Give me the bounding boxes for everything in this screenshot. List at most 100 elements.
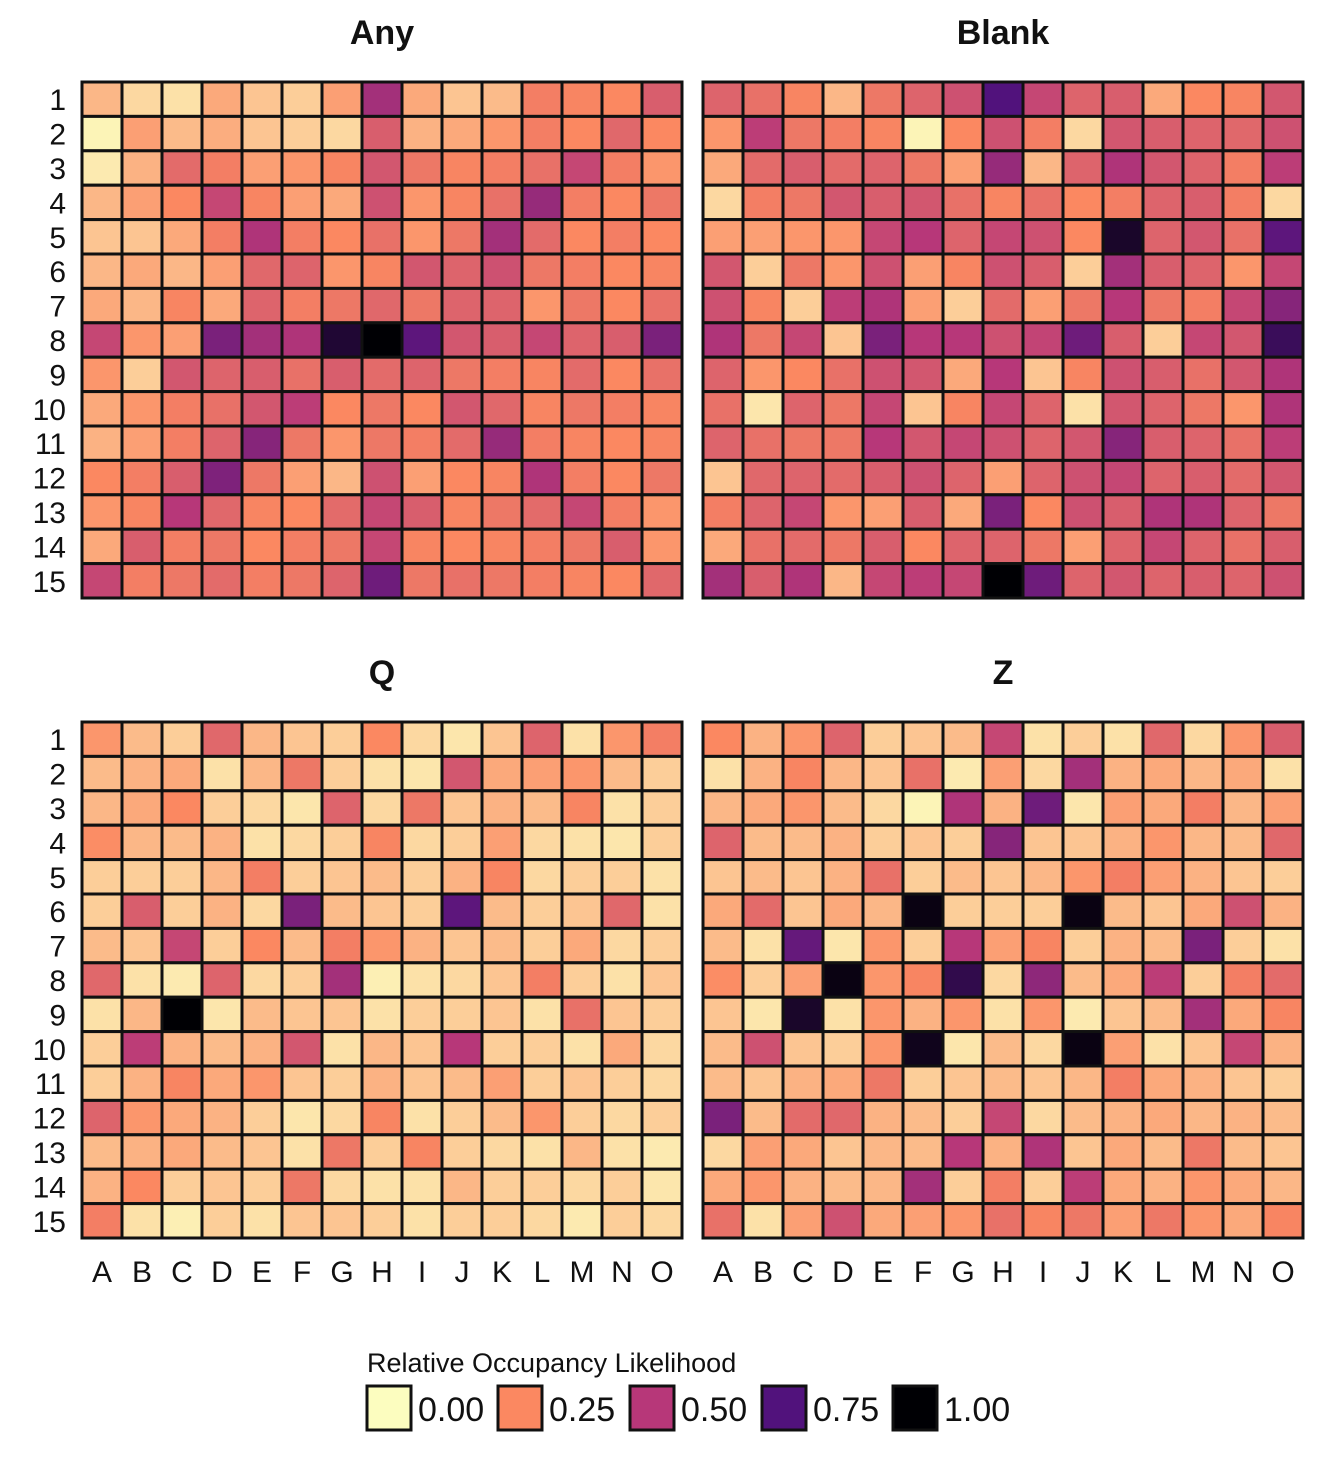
heatmap-cell [280, 390, 324, 428]
heatmap-cell [160, 789, 204, 827]
heatmap-cell [160, 1030, 204, 1068]
heatmap-cell [240, 458, 284, 497]
heatmap-cell [741, 527, 785, 566]
heatmap-cell [781, 995, 825, 1034]
heatmap-cell [120, 286, 164, 325]
heatmap-cell [440, 424, 484, 462]
heatmap-cell [280, 355, 324, 394]
column-tick-label: L [534, 1256, 551, 1289]
row-tick-label: 4 [49, 187, 66, 220]
heatmap-cell [640, 355, 684, 394]
heatmap-cell [640, 493, 684, 531]
heatmap-cell [821, 80, 865, 118]
heatmap-cell [320, 823, 364, 862]
heatmap-cell [941, 892, 985, 930]
heatmap-cell [160, 458, 204, 497]
heatmap-cell [1181, 252, 1225, 290]
heatmap-cell [941, 114, 985, 153]
heatmap-cell [861, 858, 905, 896]
heatmap-cell [701, 390, 745, 428]
heatmap-cell [520, 80, 564, 118]
heatmap-cell [280, 1064, 324, 1102]
row-tick-label: 2 [49, 119, 66, 152]
heatmap-cell [981, 926, 1025, 965]
heatmap-cell [400, 892, 444, 930]
heatmap-cell [941, 926, 985, 965]
heatmap-cell [440, 562, 484, 600]
heatmap-cell [600, 754, 644, 793]
heatmap-cell [480, 789, 524, 827]
heatmap-cell [360, 823, 404, 862]
heatmap-cell [741, 926, 785, 965]
heatmap-cell [1141, 720, 1185, 758]
heatmap-cell [160, 252, 204, 290]
column-tick-label: J [455, 1256, 470, 1289]
heatmap-cell [440, 995, 484, 1034]
heatmap-cell [901, 80, 945, 118]
heatmap-cell [80, 1098, 124, 1137]
heatmap-cell [1261, 754, 1305, 793]
heatmap-cell [821, 961, 865, 999]
heatmap-cell [400, 823, 444, 862]
column-tick-label: B [753, 1256, 773, 1289]
panel-title: Q [369, 654, 395, 692]
heatmap-cell [520, 961, 564, 999]
heatmap-cell [1021, 1098, 1065, 1137]
heatmap-cell [520, 720, 564, 758]
heatmap-cell [741, 218, 785, 256]
heatmap-cell [941, 720, 985, 758]
heatmap-cell [781, 114, 825, 153]
heatmap-cell [560, 218, 604, 256]
heatmap-cell [1221, 892, 1265, 930]
heatmap-cell [821, 892, 865, 930]
heatmap-cell [1101, 754, 1145, 793]
heatmap-cell [1261, 321, 1305, 359]
heatmap-cell [360, 355, 404, 394]
heatmap-cell [80, 149, 124, 187]
heatmap-cell [1221, 424, 1265, 462]
heatmap-cell [981, 1133, 1025, 1171]
heatmap-cell [941, 218, 985, 256]
heatmap-cell [120, 114, 164, 153]
heatmap-cell [240, 390, 284, 428]
heatmap-cell [861, 1133, 905, 1171]
heatmap-cell [1061, 823, 1105, 862]
heatmap-cell [941, 458, 985, 497]
heatmap-cell [1061, 1064, 1105, 1102]
heatmap-cell [240, 355, 284, 394]
heatmap-cell [240, 183, 284, 222]
heatmap-cell [320, 149, 364, 187]
heatmap-cell [741, 1133, 785, 1171]
heatmap-cell [80, 1202, 124, 1240]
heatmap-cell [80, 321, 124, 359]
heatmap-cell [640, 995, 684, 1034]
heatmap-cell [1141, 218, 1185, 256]
heatmap-cell [861, 926, 905, 965]
heatmap-cell [520, 424, 564, 462]
heatmap-cell [600, 321, 644, 359]
heatmap-cell [240, 995, 284, 1034]
heatmap-cell [560, 114, 604, 153]
heatmap-cell [400, 390, 444, 428]
heatmap-cell [1061, 858, 1105, 896]
heatmap-cell [1181, 114, 1225, 153]
heatmap-cell [1221, 355, 1265, 394]
heatmap-cell [1221, 183, 1265, 222]
heatmap-cell [480, 1167, 524, 1206]
heatmap-cell [1101, 720, 1145, 758]
row-tick-label: 13 [33, 1137, 66, 1170]
heatmap-cell [320, 858, 364, 896]
heatmap-cell [1221, 961, 1265, 999]
heatmap-cell [80, 1064, 124, 1102]
heatmap-cell [600, 80, 644, 118]
heatmap-cell [861, 961, 905, 999]
heatmap-cell [360, 321, 404, 359]
heatmap-cell [240, 252, 284, 290]
panel-border [80, 720, 684, 1240]
heatmap-cell [861, 355, 905, 394]
heatmap-cell [80, 995, 124, 1034]
heatmap-cell [640, 458, 684, 497]
heatmap-cell [320, 754, 364, 793]
column-tick-label: G [951, 1256, 974, 1289]
heatmap-cell [320, 926, 364, 965]
